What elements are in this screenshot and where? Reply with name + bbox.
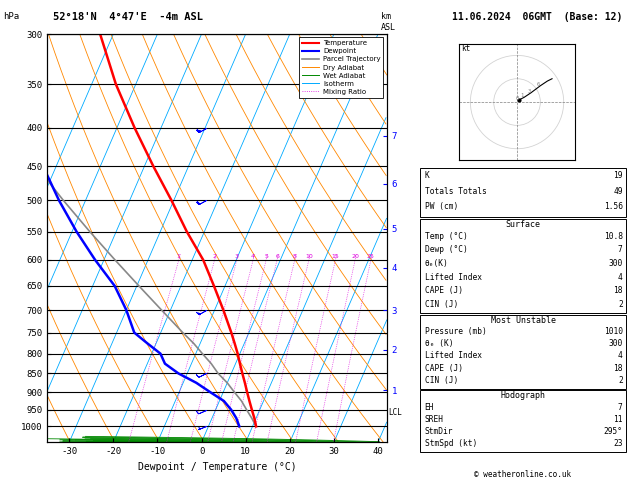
Text: 49: 49 (613, 187, 623, 196)
Text: 1.56: 1.56 (604, 203, 623, 211)
Text: EH: EH (425, 402, 434, 412)
Text: 11: 11 (613, 415, 623, 424)
Text: Hodograph: Hodograph (501, 391, 545, 400)
Text: 1: 1 (521, 93, 524, 98)
Text: 5: 5 (264, 254, 268, 259)
Text: Temp (°C): Temp (°C) (425, 232, 467, 241)
Text: PW (cm): PW (cm) (425, 203, 458, 211)
Text: 15: 15 (331, 254, 339, 259)
Text: 11.06.2024  06GMT  (Base: 12): 11.06.2024 06GMT (Base: 12) (452, 12, 623, 22)
Text: 1: 1 (177, 254, 181, 259)
Text: 19: 19 (613, 171, 623, 180)
Text: 3: 3 (235, 254, 239, 259)
Text: CAPE (J): CAPE (J) (425, 364, 462, 373)
Text: 4: 4 (618, 273, 623, 281)
Text: 7: 7 (618, 402, 623, 412)
Text: LCL: LCL (389, 408, 403, 417)
Text: 10: 10 (305, 254, 313, 259)
Text: 10.8: 10.8 (604, 232, 623, 241)
Text: Dewp (°C): Dewp (°C) (425, 245, 467, 254)
Text: 6: 6 (537, 82, 540, 87)
Text: Most Unstable: Most Unstable (491, 316, 555, 325)
Text: 2: 2 (618, 300, 623, 309)
Text: 1010: 1010 (604, 327, 623, 336)
Text: K: K (425, 171, 430, 180)
Text: 295°: 295° (604, 427, 623, 436)
Text: Pressure (mb): Pressure (mb) (425, 327, 486, 336)
Text: CIN (J): CIN (J) (425, 300, 458, 309)
Text: Lifted Index: Lifted Index (425, 351, 482, 361)
Text: 23: 23 (613, 439, 623, 448)
X-axis label: Dewpoint / Temperature (°C): Dewpoint / Temperature (°C) (138, 462, 296, 472)
Text: 2: 2 (213, 254, 216, 259)
Text: 4: 4 (618, 351, 623, 361)
Text: 3: 3 (528, 89, 531, 94)
Text: Surface: Surface (506, 220, 540, 228)
Text: km
ASL: km ASL (381, 12, 396, 32)
Text: SREH: SREH (425, 415, 443, 424)
Text: 20: 20 (351, 254, 359, 259)
Text: © weatheronline.co.uk: © weatheronline.co.uk (474, 469, 571, 479)
Text: Totals Totals: Totals Totals (425, 187, 486, 196)
Text: 6: 6 (275, 254, 279, 259)
Text: 8: 8 (293, 254, 297, 259)
Text: Lifted Index: Lifted Index (425, 273, 482, 281)
Text: θₑ(K): θₑ(K) (425, 259, 448, 268)
Text: StmSpd (kt): StmSpd (kt) (425, 439, 477, 448)
Text: 2: 2 (618, 376, 623, 385)
Text: StmDir: StmDir (425, 427, 453, 436)
Text: kt: kt (461, 44, 470, 53)
Text: CIN (J): CIN (J) (425, 376, 458, 385)
Text: 0: 0 (516, 96, 519, 101)
Text: 7: 7 (618, 245, 623, 254)
Text: 300: 300 (608, 259, 623, 268)
Text: 18: 18 (613, 364, 623, 373)
Text: 18: 18 (613, 286, 623, 295)
Text: 52°18'N  4°47'E  -4m ASL: 52°18'N 4°47'E -4m ASL (53, 12, 203, 22)
Text: CAPE (J): CAPE (J) (425, 286, 462, 295)
Text: 300: 300 (608, 339, 623, 348)
Text: 25: 25 (367, 254, 375, 259)
Text: θₑ (K): θₑ (K) (425, 339, 453, 348)
Text: hPa: hPa (3, 12, 19, 21)
Legend: Temperature, Dewpoint, Parcel Trajectory, Dry Adiabat, Wet Adiabat, Isotherm, Mi: Temperature, Dewpoint, Parcel Trajectory… (299, 37, 383, 98)
Text: 4: 4 (251, 254, 255, 259)
